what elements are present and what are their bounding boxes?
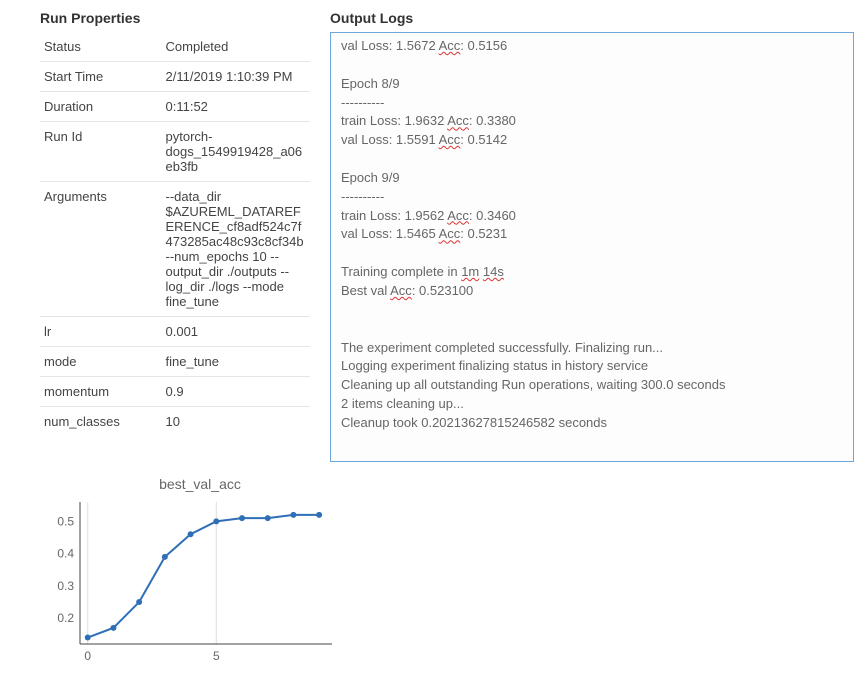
prop-key: Start Time (40, 62, 162, 92)
output-logs-title: Output Logs (330, 10, 854, 26)
prop-value: 2/11/2019 1:10:39 PM (162, 62, 311, 92)
prop-value: Completed (162, 32, 311, 62)
log-line (341, 320, 843, 339)
prop-value: fine_tune (162, 347, 311, 377)
log-line (341, 301, 843, 320)
run-properties-title: Run Properties (40, 10, 310, 26)
log-line: Cleaning up all outstanding Run operatio… (341, 376, 843, 395)
svg-text:0.5: 0.5 (57, 514, 74, 528)
svg-text:0: 0 (84, 649, 91, 663)
prop-key: Run Id (40, 122, 162, 182)
svg-text:0.3: 0.3 (57, 579, 74, 593)
prop-value: --data_dir $AZUREML_DATAREFERENCE_cf8adf… (162, 182, 311, 317)
table-row: momentum0.9 (40, 377, 310, 407)
prop-value: 10 (162, 407, 311, 437)
table-row: Arguments--data_dir $AZUREML_DATAREFEREN… (40, 182, 310, 317)
prop-key: num_classes (40, 407, 162, 437)
prop-value: 0:11:52 (162, 92, 311, 122)
table-row: Duration0:11:52 (40, 92, 310, 122)
log-line: val Loss: 1.5465 Acc: 0.5231 (341, 225, 843, 244)
prop-value: 0.001 (162, 317, 311, 347)
log-line: train Loss: 1.9632 Acc: 0.3380 (341, 112, 843, 131)
log-line: train Loss: 1.9562 Acc: 0.3460 (341, 207, 843, 226)
log-line: Training complete in 1m 14s (341, 263, 843, 282)
run-properties-table: StatusCompletedStart Time2/11/2019 1:10:… (40, 32, 310, 436)
table-row: num_classes10 (40, 407, 310, 437)
table-row: Run Idpytorch-dogs_1549919428_a06eb3fb (40, 122, 310, 182)
log-line: 2 items cleaning up... (341, 395, 843, 414)
log-line: Cleanup took 0.20213627815246582 seconds (341, 414, 843, 433)
prop-key: Arguments (40, 182, 162, 317)
log-line (341, 452, 843, 462)
log-line (341, 244, 843, 263)
table-row: modefine_tune (40, 347, 310, 377)
log-line (341, 56, 843, 75)
best-val-acc-chart: best_val_acc 0.2 0.3 0.4 0.5 0 5 (40, 476, 360, 666)
log-line: ---------- (341, 188, 843, 207)
prop-value: pytorch-dogs_1549919428_a06eb3fb (162, 122, 311, 182)
chart-title: best_val_acc (40, 476, 360, 492)
svg-text:0.2: 0.2 (57, 611, 74, 625)
prop-key: Status (40, 32, 162, 62)
log-line: val Loss: 1.5591 Acc: 0.5142 (341, 131, 843, 150)
svg-text:5: 5 (213, 649, 220, 663)
log-line: Best val Acc: 0.523100 (341, 282, 843, 301)
svg-text:0.4: 0.4 (57, 547, 74, 561)
output-logs-box[interactable]: val Loss: 1.5672 Acc: 0.5156 Epoch 8/9--… (330, 32, 854, 462)
log-line: Epoch 9/9 (341, 169, 843, 188)
log-line: val Loss: 1.5672 Acc: 0.5156 (341, 37, 843, 56)
log-line: Logging experiment finalizing status in … (341, 357, 843, 376)
prop-key: momentum (40, 377, 162, 407)
log-line: ---------- (341, 94, 843, 113)
prop-key: Duration (40, 92, 162, 122)
table-row: StatusCompleted (40, 32, 310, 62)
prop-key: mode (40, 347, 162, 377)
log-line (341, 433, 843, 452)
log-line: Epoch 8/9 (341, 75, 843, 94)
prop-key: lr (40, 317, 162, 347)
log-line: The experiment completed successfully. F… (341, 339, 843, 358)
table-row: Start Time2/11/2019 1:10:39 PM (40, 62, 310, 92)
log-line (341, 150, 843, 169)
prop-value: 0.9 (162, 377, 311, 407)
table-row: lr0.001 (40, 317, 310, 347)
